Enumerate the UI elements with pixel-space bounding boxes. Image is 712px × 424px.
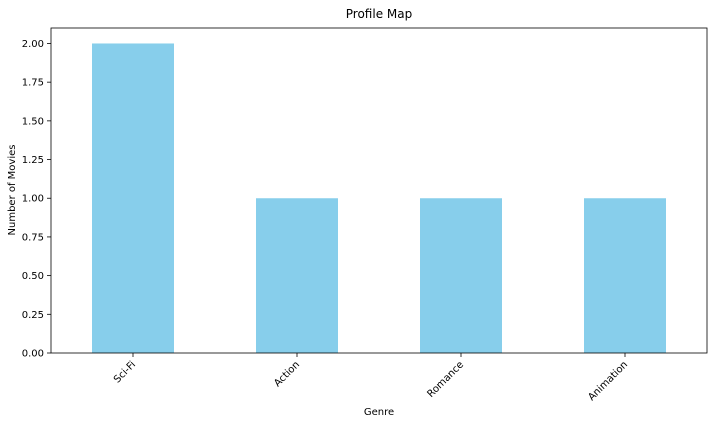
y-tick-label: 0.75 — [22, 232, 44, 243]
x-axis-label: Genre — [364, 407, 394, 418]
bar-animation — [584, 198, 666, 353]
plot-frame — [50, 27, 708, 354]
bar-action — [256, 198, 338, 353]
y-tick-label: 1.75 — [22, 78, 44, 89]
y-tick-label: 2.00 — [22, 39, 44, 50]
bar-sci-fi — [92, 43, 174, 353]
x-tick-label: Action — [272, 359, 302, 389]
x-tick-label: Animation — [586, 359, 630, 403]
x-tick-label: Sci-Fi — [112, 359, 138, 385]
x-tick-label: Romance — [425, 359, 466, 400]
y-tick-label: 1.50 — [22, 116, 44, 127]
y-tick-label: 1.25 — [22, 155, 44, 166]
bar-romance — [420, 198, 502, 353]
bars — [92, 43, 666, 353]
x-axis-ticks: Sci-Fi Action Romance Animation — [112, 353, 630, 403]
y-tick-label: 0.50 — [22, 271, 44, 282]
y-tick-label: 1.00 — [22, 194, 44, 205]
y-tick-label: 0.00 — [22, 349, 44, 360]
y-axis-label: Number of Movies — [7, 145, 18, 236]
y-tick-label: 0.25 — [22, 310, 44, 321]
chart-title: Profile Map — [346, 7, 412, 21]
y-axis-ticks: 0.00 0.25 0.50 0.75 1.00 1.25 1.50 1.75 2.00 — [22, 39, 51, 360]
